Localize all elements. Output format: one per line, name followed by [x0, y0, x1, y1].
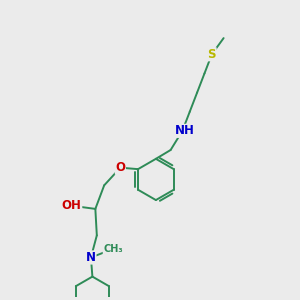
Text: O: O [116, 161, 125, 174]
Text: NH: NH [175, 124, 195, 137]
Text: OH: OH [62, 200, 82, 212]
Text: CH₃: CH₃ [103, 244, 123, 254]
Text: N: N [86, 251, 96, 264]
Text: S: S [208, 48, 216, 61]
